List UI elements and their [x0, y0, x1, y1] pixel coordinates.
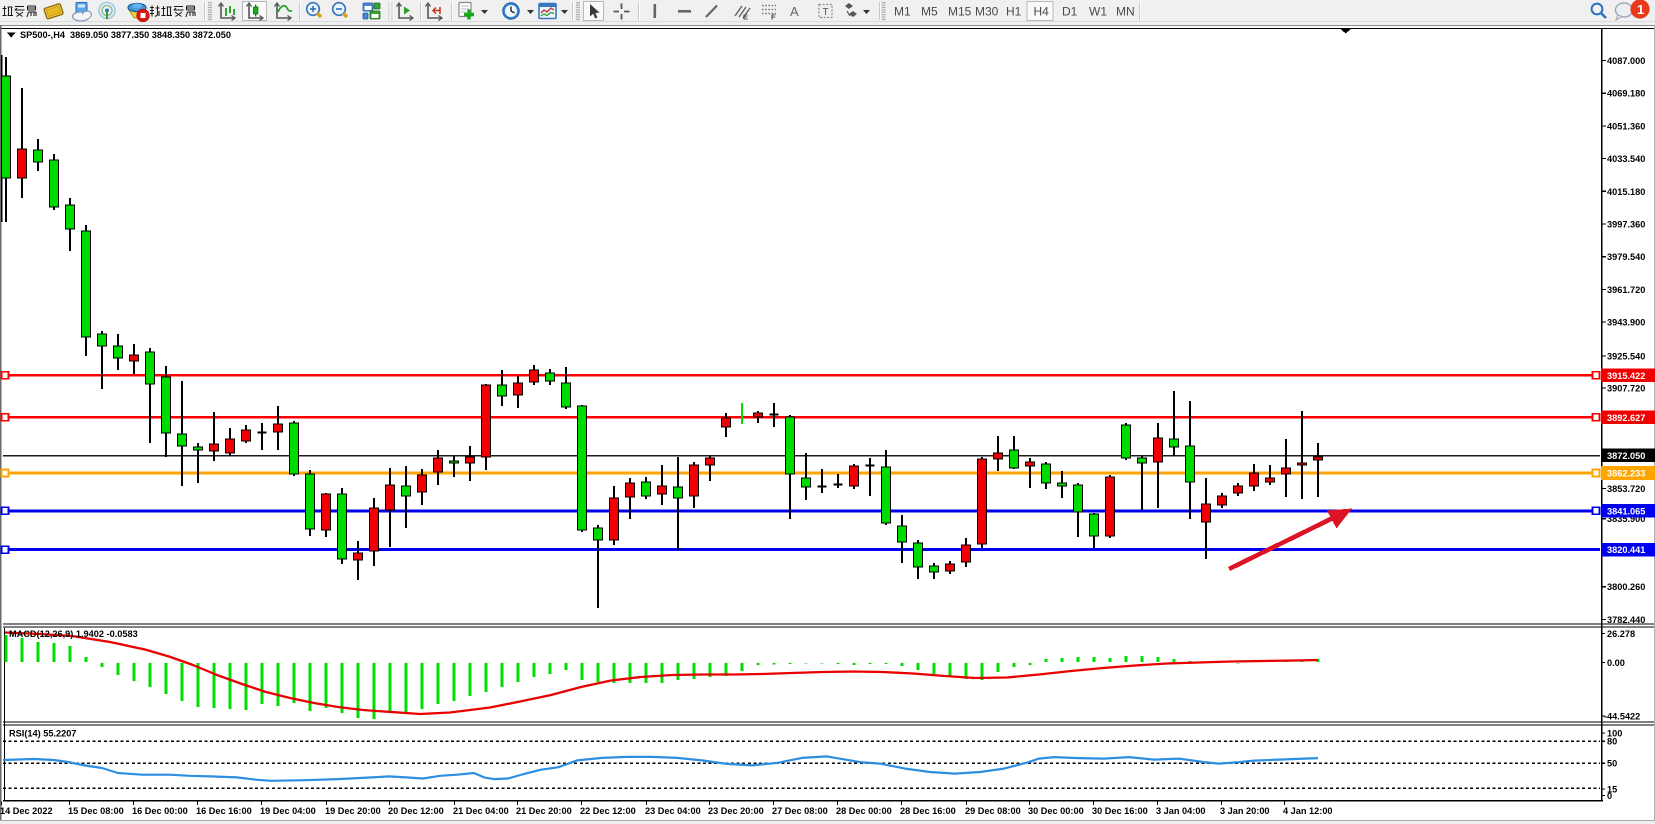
- svg-text:28 Dec 00:00: 28 Dec 00:00: [836, 806, 892, 816]
- svg-text:3892.627: 3892.627: [1607, 413, 1645, 423]
- svg-text:M5: M5: [921, 5, 938, 19]
- svg-text:19 Dec 04:00: 19 Dec 04:00: [260, 806, 316, 816]
- svg-text:4015.180: 4015.180: [1607, 187, 1645, 197]
- svg-text:0.00: 0.00: [1607, 658, 1625, 668]
- svg-text:15 Dec 08:00: 15 Dec 08:00: [68, 806, 124, 816]
- svg-text:19 Dec 20:00: 19 Dec 20:00: [325, 806, 381, 816]
- svg-text:3997.360: 3997.360: [1607, 220, 1645, 230]
- svg-text:E: E: [743, 13, 748, 22]
- svg-text:26.278: 26.278: [1607, 629, 1635, 639]
- svg-text:4 Jan 12:00: 4 Jan 12:00: [1283, 806, 1333, 816]
- svg-text:14 Dec 2022: 14 Dec 2022: [0, 806, 53, 816]
- svg-text:80: 80: [1607, 737, 1617, 747]
- svg-text:15: 15: [1607, 785, 1617, 795]
- svg-text:28 Dec 16:00: 28 Dec 16:00: [900, 806, 956, 816]
- svg-text:22 Dec 12:00: 22 Dec 12:00: [580, 806, 636, 816]
- svg-text:4051.360: 4051.360: [1607, 121, 1645, 131]
- svg-text:27 Dec 08:00: 27 Dec 08:00: [772, 806, 828, 816]
- svg-text:21 Dec 04:00: 21 Dec 04:00: [453, 806, 509, 816]
- svg-text:3 Jan 20:00: 3 Jan 20:00: [1220, 806, 1270, 816]
- svg-text:4087.000: 4087.000: [1607, 56, 1645, 66]
- svg-text:3 Jan 04:00: 3 Jan 04:00: [1156, 806, 1206, 816]
- svg-text:16 Dec 00:00: 16 Dec 00:00: [132, 806, 188, 816]
- svg-text:3820.441: 3820.441: [1607, 545, 1645, 555]
- svg-text:3800.260: 3800.260: [1607, 582, 1645, 592]
- svg-text:T: T: [823, 7, 829, 18]
- svg-text:F: F: [771, 13, 776, 22]
- svg-text:RSI(14) 55.2207: RSI(14) 55.2207: [9, 729, 76, 739]
- svg-text:3841.065: 3841.065: [1607, 506, 1645, 516]
- svg-text:D1: D1: [1062, 5, 1078, 19]
- svg-text:16 Dec 16:00: 16 Dec 16:00: [196, 806, 252, 816]
- svg-text:3782.440: 3782.440: [1607, 615, 1645, 625]
- svg-text:M30: M30: [975, 5, 999, 19]
- svg-text:3915.422: 3915.422: [1607, 371, 1645, 381]
- svg-text:SP500-,H4 3869.050 3877.350 3: SP500-,H4 3869.050 3877.350 3848.350 387…: [20, 30, 231, 40]
- svg-text:H4: H4: [1034, 5, 1050, 19]
- svg-text:MN: MN: [1116, 5, 1135, 19]
- svg-text:0: 0: [1607, 791, 1612, 801]
- svg-text:4069.180: 4069.180: [1607, 89, 1645, 99]
- svg-text:29 Dec 08:00: 29 Dec 08:00: [965, 806, 1021, 816]
- svg-text:3862.233: 3862.233: [1607, 469, 1645, 479]
- svg-text:3925.540: 3925.540: [1607, 352, 1645, 362]
- svg-text:30 Dec 00:00: 30 Dec 00:00: [1028, 806, 1084, 816]
- svg-text:3835.900: 3835.900: [1607, 514, 1645, 524]
- svg-text:W1: W1: [1089, 5, 1107, 19]
- svg-text:21 Dec 20:00: 21 Dec 20:00: [516, 806, 572, 816]
- svg-text:3872.050: 3872.050: [1607, 451, 1645, 461]
- svg-text:23 Dec 20:00: 23 Dec 20:00: [708, 806, 764, 816]
- svg-text:3961.720: 3961.720: [1607, 285, 1645, 295]
- svg-text:MACD(12,26,9) 1.9402 -0.0583: MACD(12,26,9) 1.9402 -0.0583: [9, 629, 138, 639]
- svg-text:30 Dec 16:00: 30 Dec 16:00: [1092, 806, 1148, 816]
- svg-text:100: 100: [1607, 729, 1622, 739]
- svg-text:M1: M1: [894, 5, 911, 19]
- svg-text:3907.720: 3907.720: [1607, 383, 1645, 393]
- svg-text:3853.720: 3853.720: [1607, 484, 1645, 494]
- svg-text:-44.5422: -44.5422: [1604, 711, 1640, 721]
- svg-text:H1: H1: [1006, 5, 1022, 19]
- svg-text:M15: M15: [948, 5, 972, 19]
- svg-text:1: 1: [1637, 2, 1644, 17]
- svg-text:4033.540: 4033.540: [1607, 154, 1645, 164]
- svg-text:3979.540: 3979.540: [1607, 252, 1645, 262]
- svg-text:3943.900: 3943.900: [1607, 318, 1645, 328]
- svg-text:23 Dec 04:00: 23 Dec 04:00: [645, 806, 701, 816]
- svg-text:A: A: [790, 4, 799, 19]
- svg-text:50: 50: [1607, 759, 1617, 769]
- svg-text:20 Dec 12:00: 20 Dec 12:00: [388, 806, 444, 816]
